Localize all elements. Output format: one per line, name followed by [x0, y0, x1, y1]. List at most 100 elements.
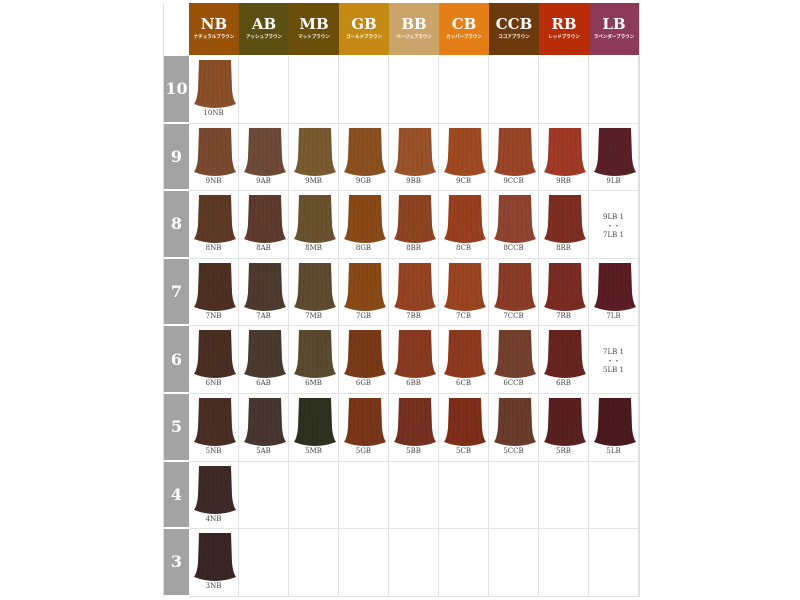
swatch-cell[interactable]: 7RB — [539, 258, 589, 327]
swatch-cell[interactable]: 8NB — [189, 191, 239, 259]
hair-strand — [428, 398, 433, 443]
hair-strand — [274, 128, 278, 172]
swatch-cell[interactable]: 5LB — [589, 394, 639, 462]
swatch-shape — [394, 195, 436, 244]
swatch-cell[interactable]: 7CCB — [489, 258, 539, 327]
swatch-cell[interactable]: 8GB — [339, 191, 389, 259]
swatch-cell[interactable]: 9LB — [589, 123, 639, 192]
hair-strand — [397, 196, 402, 240]
swatch-cell[interactable]: 5BB — [389, 394, 439, 462]
swatch-cell[interactable]: 8AB — [239, 191, 289, 259]
hair-strand — [207, 60, 210, 105]
swatch-cell[interactable]: 3NB — [189, 529, 239, 597]
mix-note-line: 7LB 1 — [603, 231, 624, 240]
swatch-shape — [294, 330, 336, 379]
swatch-label: 5AB — [256, 447, 271, 455]
column-header-cb: CB カッパーブラウン — [439, 3, 489, 55]
swatch-cell[interactable]: 7GB — [339, 258, 389, 327]
hair-strand — [197, 331, 202, 375]
swatch-label: 9CB — [456, 176, 471, 185]
hair-strand — [502, 398, 506, 443]
hair-swatch — [344, 330, 386, 379]
swatch-cell[interactable]: 6CB — [439, 326, 489, 394]
hair-strand — [302, 128, 306, 172]
swatch-cell[interactable]: 8CB — [439, 191, 489, 259]
column-name: ラベンダーブラウン — [593, 35, 635, 40]
swatch-label: 8CCB — [503, 244, 524, 253]
hair-swatch — [444, 330, 486, 379]
hair-strand — [278, 398, 283, 443]
hair-strand — [247, 398, 252, 443]
swatch-cell[interactable]: 6AB — [239, 326, 289, 394]
hair-strand — [324, 196, 328, 240]
swatch-cell[interactable]: 4NB — [189, 461, 239, 530]
swatch-cell[interactable]: 5CCB — [489, 394, 539, 462]
hair-swatch — [244, 195, 286, 244]
mix-note-cell: 9LB 1 ・・ 7LB 1 — [589, 191, 639, 259]
hair-strand — [402, 128, 406, 172]
swatch-cell[interactable]: 7NB — [189, 258, 239, 327]
swatch-cell[interactable]: 5RB — [539, 394, 589, 462]
swatch-cell[interactable]: 7BB — [389, 258, 439, 327]
swatch-cell[interactable]: 9RB — [539, 123, 589, 192]
swatch-cell[interactable]: 9AB — [239, 123, 289, 192]
swatch-cell[interactable]: 9BB — [389, 123, 439, 192]
swatch-cell[interactable]: 6CCB — [489, 326, 539, 394]
swatch-cell[interactable]: 6NB — [189, 326, 239, 394]
swatch-cell[interactable]: 7LB — [589, 258, 639, 327]
hair-strand — [228, 196, 233, 240]
hair-strand — [597, 398, 602, 443]
swatch-cell[interactable]: 7MB — [289, 258, 339, 327]
swatch-cell[interactable]: 9CCB — [489, 123, 539, 192]
hair-strand — [507, 331, 510, 375]
swatch-cell[interactable]: 8BB — [389, 191, 439, 259]
swatch-cell[interactable]: 6GB — [339, 326, 389, 394]
swatch-cell[interactable]: 5CB — [439, 394, 489, 462]
hair-strand — [252, 263, 256, 307]
hair-strand — [274, 331, 278, 375]
swatch-label: 8GB — [355, 244, 372, 253]
swatch-label: 6RB — [556, 379, 571, 388]
swatch-cell[interactable]: 5GB — [339, 394, 389, 462]
hair-strand — [574, 263, 578, 307]
swatch-cell[interactable]: 9NB — [189, 123, 239, 192]
hair-strand — [428, 196, 433, 240]
hair-strand — [220, 466, 223, 510]
hair-strand — [297, 196, 302, 240]
swatch-cell[interactable]: 6MB — [289, 326, 339, 394]
swatch-cell[interactable]: 5AB — [239, 394, 289, 462]
hair-strand — [302, 398, 306, 443]
hair-strand — [420, 331, 423, 375]
hair-strand — [620, 398, 623, 443]
hair-strand — [520, 331, 523, 375]
swatch-cell[interactable]: 6RB — [539, 326, 589, 394]
hair-strand — [528, 398, 533, 443]
swatch-cell[interactable]: 7CB — [439, 258, 489, 327]
swatch-cell[interactable]: 8CCB — [489, 191, 539, 259]
swatch-cell[interactable]: 9MB — [289, 123, 339, 192]
swatch-label: 6CCB — [503, 379, 524, 388]
swatch-shape — [594, 398, 636, 446]
hair-strand — [324, 128, 328, 172]
column-header-gb: GB ゴールドブラウン — [339, 3, 389, 55]
hair-strand — [397, 398, 402, 443]
empty-cell — [289, 56, 339, 124]
hair-strand — [424, 331, 428, 375]
hair-swatch — [194, 465, 236, 514]
swatch-cell[interactable]: 10NB — [189, 56, 239, 124]
swatch-cell[interactable]: 9GB — [339, 123, 389, 192]
hair-strand — [557, 263, 560, 307]
hair-strand — [574, 398, 578, 443]
hair-strand — [552, 263, 556, 307]
swatch-cell[interactable]: 8RB — [539, 191, 589, 259]
swatch-shape — [194, 533, 236, 582]
swatch-cell[interactable]: 5MB — [289, 394, 339, 462]
swatch-cell[interactable]: 8MB — [289, 191, 339, 259]
swatch-cell[interactable]: 6BB — [389, 326, 439, 394]
empty-cell — [539, 56, 589, 124]
swatch-cell[interactable]: 5NB — [189, 394, 239, 462]
hair-strand — [397, 331, 402, 375]
swatch-cell[interactable]: 7AB — [239, 258, 289, 327]
swatch-cell[interactable]: 9CB — [439, 123, 489, 192]
hair-swatch — [194, 330, 236, 379]
